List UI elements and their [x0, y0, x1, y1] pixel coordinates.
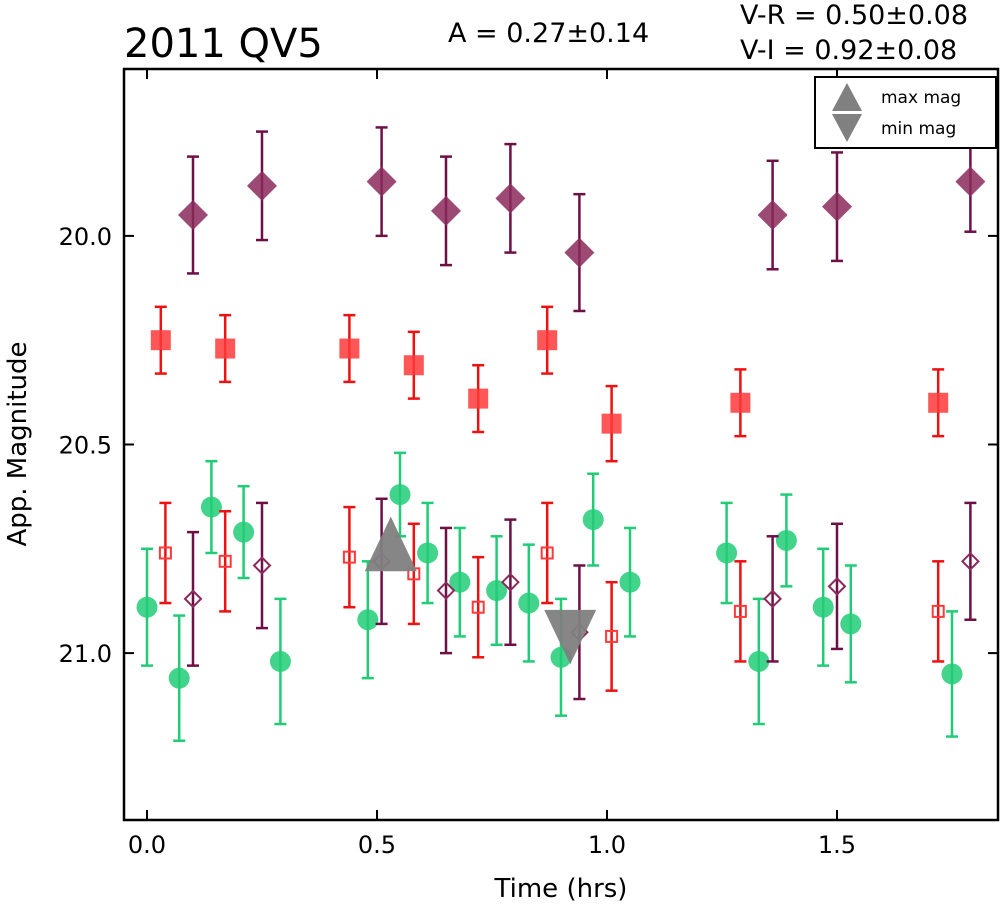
data-point-square	[601, 413, 622, 434]
max-mag-marker	[364, 516, 417, 572]
data-point-circle	[486, 580, 508, 602]
data-point-square-open	[218, 554, 232, 568]
data-point-diamond	[955, 166, 986, 197]
chart-title: 2011 QV5	[124, 21, 323, 67]
data-point-diamond	[431, 195, 461, 226]
data-point-circle	[619, 571, 641, 593]
x-tick-label: 0.0	[128, 831, 166, 859]
axis-layer: 0.0 0.5 1.0 1.5 20.0 20.5 21.0	[59, 67, 1000, 859]
x-tick-label: 1.0	[588, 831, 626, 859]
data-point-circle	[812, 596, 834, 618]
data-point-diamond	[247, 170, 277, 201]
data-point-square	[537, 330, 558, 351]
series-2	[136, 451, 963, 742]
data-point-circle	[449, 571, 471, 593]
legend: max mag min mag	[814, 76, 997, 149]
x-tick-label: 0.5	[358, 831, 396, 859]
data-point-diamond-open	[500, 572, 520, 592]
data-point-diamond-open	[827, 576, 847, 596]
data-point-square	[730, 392, 751, 413]
data-point-diamond	[822, 191, 852, 222]
data-point-square-open	[540, 546, 554, 560]
data-point-square-open	[733, 604, 747, 618]
data-point-circle	[389, 484, 411, 506]
data-point-circle	[269, 650, 291, 672]
y-tick-label: 20.0	[59, 223, 112, 251]
data-point-circle	[582, 509, 604, 531]
series-0	[178, 126, 986, 313]
y-tick-label: 21.0	[59, 640, 112, 668]
data-point-square-open	[342, 550, 356, 564]
data-point-circle	[518, 592, 540, 614]
data-point-diamond	[757, 200, 788, 231]
color-vr-text: V-R = 0.50±0.08	[740, 0, 968, 31]
data-point-diamond-open	[252, 556, 272, 575]
series-1	[150, 305, 949, 463]
data-point-circle	[417, 542, 439, 564]
data-point-diamond-open	[763, 589, 783, 609]
data-point-square-open	[158, 546, 172, 560]
data-point-square	[215, 338, 236, 359]
data-point-diamond	[178, 200, 208, 231]
data-point-circle	[775, 529, 797, 551]
data-point-square	[928, 392, 949, 413]
data-point-square-open	[605, 629, 619, 643]
legend-max-mag-label: max mag	[881, 88, 961, 108]
x-tick-label: 1.5	[818, 831, 856, 859]
data-point-circle	[716, 542, 738, 564]
data-point-circle	[840, 613, 862, 635]
y-tick-label: 20.5	[59, 432, 112, 460]
legend-min-mag-label: min mag	[881, 119, 956, 139]
data-point-square	[339, 338, 360, 359]
data-point-diamond	[564, 237, 595, 268]
data-point-circle	[357, 609, 379, 631]
data-point-circle	[168, 667, 190, 689]
data-point-diamond-open	[960, 551, 980, 571]
data-point-circle	[941, 663, 963, 685]
y-axis-label: App. Magnitude	[3, 341, 33, 546]
legend-max-mag-icon	[832, 83, 862, 111]
data-point-diamond-open	[183, 589, 203, 609]
series-4	[183, 497, 980, 701]
data-point-square	[403, 355, 424, 376]
data-point-square	[468, 388, 489, 409]
x-axis-label: Time (hrs)	[494, 874, 628, 904]
color-vi-text: V-I = 0.92±0.08	[740, 35, 957, 66]
data-point-circle	[748, 650, 770, 672]
legend-min-mag-icon	[832, 114, 862, 142]
amplitude-text: A = 0.27±0.14	[448, 18, 649, 49]
data-point-circle	[233, 521, 255, 543]
data-point-circle	[136, 596, 158, 618]
data-point-square	[150, 330, 171, 351]
data-point-circle	[200, 496, 222, 518]
data-point-diamond	[366, 166, 397, 197]
series-3	[158, 501, 945, 692]
data-point-square-open	[471, 600, 485, 614]
data-point-diamond	[495, 183, 526, 214]
data-point-diamond-open	[436, 581, 456, 600]
min-mag-marker	[544, 609, 597, 665]
data-layer	[136, 126, 986, 742]
data-point-square-open	[931, 604, 945, 618]
